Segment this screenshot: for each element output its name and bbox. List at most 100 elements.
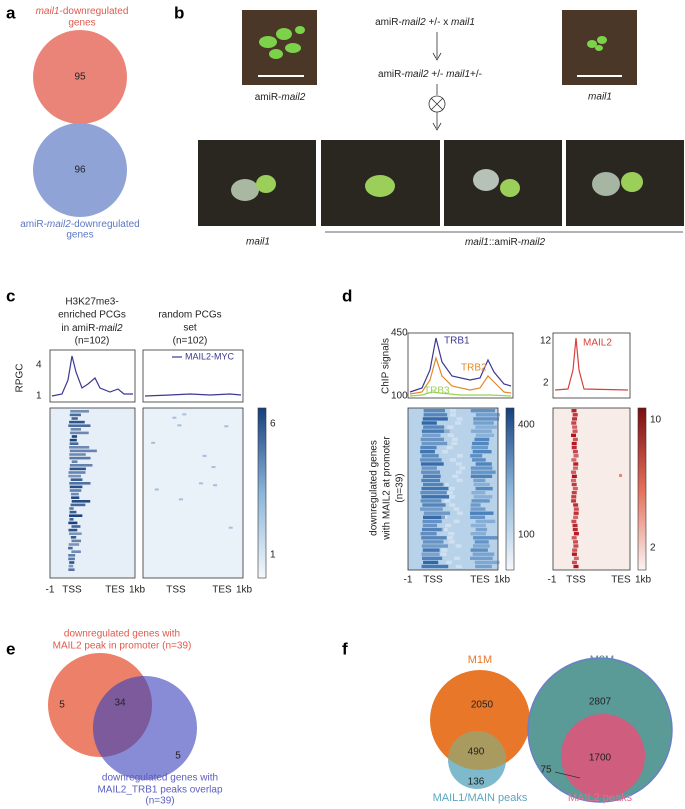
venn-count: 96 (74, 165, 86, 176)
heatmap-cell (449, 503, 456, 507)
heatmap-cell (475, 413, 500, 417)
heatmap-cell (68, 557, 75, 561)
colorbar-tick-label: 6 (270, 419, 276, 430)
x-tick-label: -1 (404, 575, 413, 586)
heatmap-cell (446, 560, 453, 565)
heatmap-cell (470, 503, 481, 507)
heatmap-cell (447, 425, 454, 429)
heatmap-cell (447, 491, 454, 495)
heatmap-cell (69, 438, 77, 442)
venn-count: 1700 (589, 753, 612, 764)
heatmap-cell (421, 466, 437, 470)
heatmap-cell (69, 446, 90, 449)
heatmap-cell (422, 540, 444, 544)
heatmap-cell (423, 511, 451, 515)
ellipse-shape (259, 36, 277, 48)
heatmap-cell (69, 464, 93, 467)
venn-count: 75 (540, 765, 552, 776)
column-title: set (183, 323, 197, 334)
ellipse-shape (276, 28, 292, 40)
heatmap-cell (571, 495, 577, 499)
ellipse-shape (595, 45, 603, 51)
heatmap-cell (571, 474, 577, 478)
heatmap-cell (470, 532, 486, 536)
venn-count: 95 (74, 72, 86, 83)
heatmap-cell (470, 548, 488, 552)
heatmap-cell (572, 437, 578, 442)
heatmap-cell (456, 478, 463, 483)
heatmap-cell (475, 527, 488, 532)
heatmap-cell (68, 543, 80, 546)
venn-circle (561, 714, 645, 798)
heatmap-cell (70, 478, 83, 481)
heatmap-cell (474, 437, 490, 442)
heatmap-cell (470, 474, 493, 478)
series-label: TRB1 (444, 336, 470, 347)
heatmap-cell (421, 564, 449, 569)
heatmap-cell (71, 500, 91, 503)
heatmap-cell (182, 413, 187, 416)
heatmap-cell (473, 482, 490, 487)
series-label: MAIL2 (583, 338, 612, 349)
x-tick-label: 1kb (129, 585, 146, 596)
column-title: H3K27me3- (65, 297, 118, 308)
heatmap-cell (470, 454, 483, 458)
heatmap-cell (228, 526, 233, 529)
photo-row (198, 140, 684, 226)
text-part: amiR- (375, 17, 402, 28)
heatmap-cell (423, 515, 445, 519)
legend-label: MAIL2-MYC (185, 351, 235, 361)
heatmap-cell (470, 409, 496, 413)
column-title: enriched PCGs (58, 310, 126, 321)
heatmap-cell (70, 428, 82, 431)
text-part: ::amiR- (489, 237, 521, 248)
heatmap-cell (573, 503, 579, 507)
heatmap-cell (572, 466, 578, 470)
heatmap-cell (422, 519, 442, 524)
heatmap-cell (454, 556, 461, 560)
y-tick-label: 100 (391, 391, 408, 402)
heatmap-cell (447, 433, 454, 437)
heatmap-cell (69, 485, 83, 489)
heatmap-cell (421, 429, 450, 433)
profile-box (552, 332, 631, 399)
venn-title: MAIL2 peak in promoter (n=39) (53, 641, 192, 652)
seedlings (259, 26, 305, 59)
photo-caption: mail1 (588, 92, 612, 103)
colorbar-tick-label: 10 (650, 415, 662, 426)
heatmap-cell (472, 441, 489, 446)
colorbar (637, 407, 647, 571)
venn-overlap (448, 731, 506, 770)
text-part: +/- (470, 69, 482, 80)
heatmap-y-label: downregulated genes (369, 440, 380, 536)
heatmap-cell (449, 409, 456, 413)
heatmap-cell (421, 441, 448, 446)
series-label: TRB2 (461, 363, 487, 374)
photo-caption: amiR-mail2 (255, 92, 306, 103)
heatmap-cell (423, 560, 439, 565)
heatmap-cell (69, 532, 82, 535)
ellipse-shape (597, 36, 607, 44)
venn-count: 5 (59, 700, 65, 711)
venn-title: downregulated genes with (64, 629, 180, 640)
heatmap-cell (69, 449, 97, 453)
ellipse-shape (621, 172, 643, 192)
heatmap-cell (421, 495, 450, 499)
panel-label: c (6, 286, 15, 305)
heatmap-cell (472, 544, 490, 548)
heatmap-cell (69, 420, 85, 424)
heatmap-cell (71, 550, 81, 553)
heatmap-cell (441, 548, 448, 552)
heatmap-cell (453, 507, 460, 511)
x-tick-label: TSS (423, 575, 443, 586)
heatmap-cell (470, 429, 492, 433)
text-part: in amiR- (61, 323, 98, 334)
heatmap-cell (474, 540, 489, 544)
heatmap-cell (420, 437, 444, 442)
colorbar (505, 407, 515, 571)
heatmap-cell (440, 552, 447, 556)
text-part: +/- (429, 69, 447, 80)
heatmap-cell (473, 417, 500, 421)
venn-title: M1M (468, 654, 492, 666)
